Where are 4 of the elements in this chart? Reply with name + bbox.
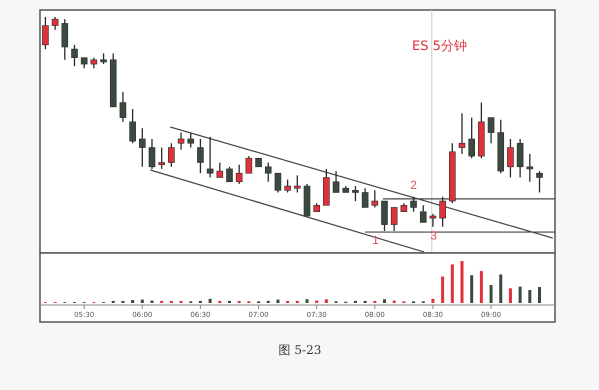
annotation: ES 5分钟 xyxy=(412,39,467,54)
annotation: 2 xyxy=(410,178,418,192)
annotation: 3 xyxy=(430,228,438,243)
caption: 图 5-23 xyxy=(278,343,322,357)
